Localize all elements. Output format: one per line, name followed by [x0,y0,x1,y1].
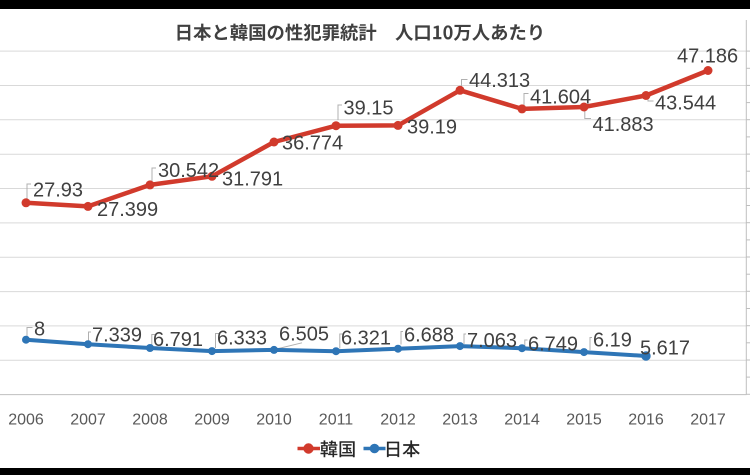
svg-text:41.604: 41.604 [530,87,591,109]
svg-text:31.791: 31.791 [222,169,283,191]
svg-text:2016: 2016 [628,412,664,429]
svg-text:39.15: 39.15 [344,98,394,120]
svg-text:8: 8 [34,319,45,341]
svg-text:6.505: 6.505 [279,324,329,346]
svg-text:2015: 2015 [566,412,602,429]
svg-text:6.688: 6.688 [404,325,454,347]
svg-text:30.542: 30.542 [158,160,219,182]
svg-text:39.19: 39.19 [407,117,457,139]
svg-text:44.313: 44.313 [469,70,530,92]
svg-text:27.93: 27.93 [33,180,83,202]
svg-text:6.749: 6.749 [528,334,578,356]
svg-text:7.339: 7.339 [92,325,142,347]
svg-text:41.883: 41.883 [593,114,654,136]
svg-text:2006: 2006 [8,412,44,429]
svg-text:6.321: 6.321 [341,328,391,350]
svg-text:2010: 2010 [256,412,292,429]
svg-text:43.544: 43.544 [655,93,716,115]
svg-text:5.617: 5.617 [640,338,690,360]
svg-text:6.19: 6.19 [593,330,632,352]
svg-text:2009: 2009 [194,412,230,429]
svg-text:36.774: 36.774 [282,133,343,155]
svg-text:47.186: 47.186 [677,46,738,68]
svg-text:6.333: 6.333 [217,328,267,350]
svg-text:27.399: 27.399 [97,199,158,221]
svg-text:6.791: 6.791 [153,329,203,351]
svg-text:2014: 2014 [504,412,540,429]
svg-text:2012: 2012 [380,412,416,429]
svg-text:2013: 2013 [442,412,478,429]
svg-text:7.063: 7.063 [467,330,517,352]
svg-text:2007: 2007 [70,412,106,429]
svg-text:2017: 2017 [690,412,726,429]
svg-text:2011: 2011 [319,412,354,429]
svg-text:2008: 2008 [132,412,168,429]
